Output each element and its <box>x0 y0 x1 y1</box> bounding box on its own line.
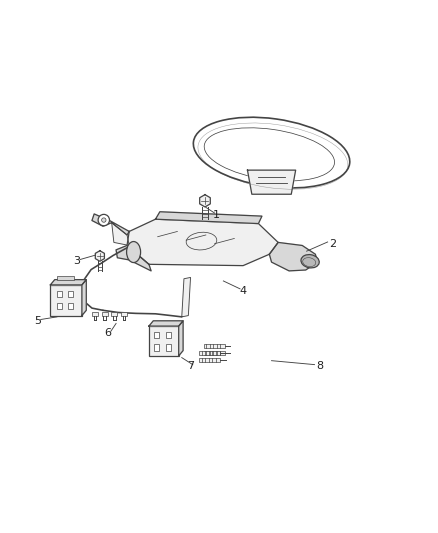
Circle shape <box>102 218 106 222</box>
Polygon shape <box>50 280 86 285</box>
Bar <box>149 326 179 356</box>
Polygon shape <box>269 243 318 271</box>
Bar <box>204 351 225 356</box>
Bar <box>199 358 220 362</box>
Polygon shape <box>149 321 183 326</box>
Polygon shape <box>127 219 278 265</box>
Text: 8: 8 <box>316 361 323 372</box>
Bar <box>166 344 171 351</box>
Ellipse shape <box>204 128 335 181</box>
Polygon shape <box>182 278 191 317</box>
Polygon shape <box>95 251 104 261</box>
Text: 5: 5 <box>34 316 41 326</box>
Bar <box>50 285 82 316</box>
Text: 4: 4 <box>240 286 247 296</box>
Bar <box>57 276 74 280</box>
Bar <box>102 312 108 316</box>
Circle shape <box>98 214 110 226</box>
Bar <box>121 312 127 316</box>
Polygon shape <box>82 280 86 316</box>
Ellipse shape <box>301 255 319 268</box>
Bar <box>68 303 73 310</box>
Bar <box>111 312 117 316</box>
Polygon shape <box>247 170 296 194</box>
Polygon shape <box>92 214 129 235</box>
Bar <box>204 344 225 349</box>
Polygon shape <box>155 212 262 223</box>
Polygon shape <box>179 321 183 356</box>
Ellipse shape <box>127 241 141 263</box>
Bar <box>92 312 98 316</box>
Bar <box>166 332 171 338</box>
Polygon shape <box>112 223 129 246</box>
Text: 2: 2 <box>329 239 336 249</box>
Bar <box>199 351 220 356</box>
Bar <box>57 303 62 310</box>
Bar <box>154 332 159 338</box>
Text: 1: 1 <box>213 210 220 220</box>
Text: 7: 7 <box>187 361 194 372</box>
Polygon shape <box>200 195 210 207</box>
Bar <box>68 291 73 297</box>
Polygon shape <box>116 246 151 271</box>
Text: 6: 6 <box>104 328 111 338</box>
Bar <box>154 344 159 351</box>
Bar <box>57 291 62 297</box>
Text: 3: 3 <box>73 256 80 266</box>
